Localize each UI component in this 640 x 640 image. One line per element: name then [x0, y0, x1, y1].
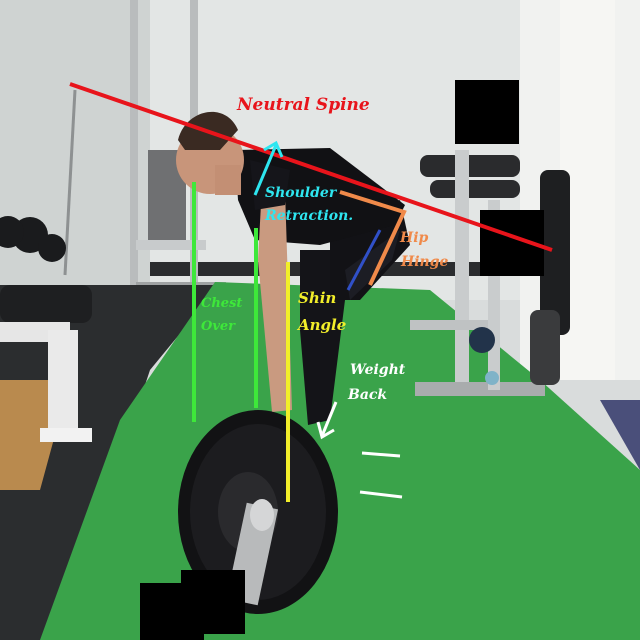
chest-over-label-2: Over [201, 319, 236, 334]
weight-back-label-2: Back [347, 387, 387, 403]
hip-hinge-label: Hip [399, 230, 429, 246]
turf-shade [600, 400, 640, 470]
hip-hinge-label-2: Hinge [400, 254, 449, 270]
redaction-box [455, 80, 519, 144]
weight-back-dash [361, 451, 401, 458]
neutral-spine-label: Neutral Spine [236, 95, 370, 115]
shoulder-retraction-label-2: Retraction. [264, 208, 353, 224]
hip-hinge-line [339, 190, 407, 286]
weight-back-dash [359, 490, 403, 499]
weight-back-label: Weight [350, 362, 406, 378]
bench [0, 216, 92, 442]
neutral-spine-line [69, 82, 553, 252]
redaction-box [181, 570, 245, 634]
shin-angle-label: Shin [298, 289, 336, 307]
shoulder-retraction-arrow [253, 140, 284, 196]
shoulder-retraction-label: Shoulder [265, 185, 338, 201]
shin-angle-label-2: Angle [296, 316, 346, 334]
chest-over-label: Chest [201, 296, 242, 311]
barbell [178, 410, 338, 614]
weight-back-arrow [316, 401, 338, 440]
